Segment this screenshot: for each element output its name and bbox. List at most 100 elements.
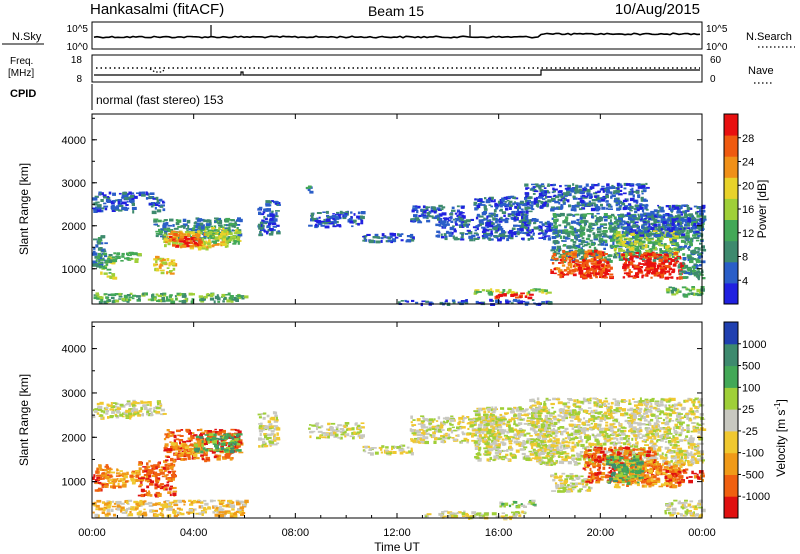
heatmap-cell bbox=[112, 402, 117, 404]
heatmap-cell bbox=[649, 232, 655, 235]
heatmap-cell bbox=[329, 215, 333, 220]
heatmap-cell bbox=[164, 484, 167, 487]
heatmap-cell bbox=[406, 235, 412, 238]
heatmap-cell bbox=[151, 294, 154, 296]
heatmap-cell bbox=[498, 204, 501, 207]
heatmap-cell bbox=[221, 436, 227, 441]
heatmap-cell bbox=[217, 230, 220, 232]
heatmap-cell bbox=[189, 239, 192, 243]
heatmap-cell bbox=[554, 229, 558, 233]
heatmap-cell bbox=[577, 265, 582, 269]
heatmap-cell bbox=[614, 251, 617, 254]
heatmap-cell bbox=[565, 257, 568, 260]
heatmap-cell bbox=[270, 231, 274, 234]
heatmap-cell bbox=[240, 513, 245, 516]
heatmap-cell bbox=[623, 187, 627, 190]
heatmap-cell bbox=[169, 485, 173, 488]
heatmap-cell bbox=[235, 449, 239, 452]
heatmap-cell bbox=[140, 493, 144, 498]
heatmap-cell bbox=[681, 231, 685, 233]
heatmap-cell bbox=[535, 185, 541, 188]
heatmap-region bbox=[550, 249, 609, 279]
heatmap-cell bbox=[130, 409, 133, 413]
heatmap-cell bbox=[678, 248, 683, 251]
heatmap-cell bbox=[440, 233, 443, 236]
heatmap-cell bbox=[506, 238, 510, 242]
heatmap-cell bbox=[581, 207, 586, 210]
heatmap-cell bbox=[275, 212, 278, 216]
heatmap-cell bbox=[656, 274, 660, 277]
heatmap-cell bbox=[145, 197, 148, 200]
heatmap-cell bbox=[172, 244, 176, 247]
heatmap-cell bbox=[98, 487, 102, 492]
heatmap-cell bbox=[545, 235, 551, 237]
colorbar-swatch bbox=[724, 135, 738, 157]
heatmap-cell bbox=[593, 234, 597, 239]
heatmap-cell bbox=[692, 292, 696, 296]
heatmap-cell bbox=[218, 506, 222, 508]
heatmap-cell bbox=[525, 208, 528, 211]
heatmap-cell bbox=[187, 225, 190, 229]
heatmap-cell bbox=[491, 197, 494, 200]
heatmap-cell bbox=[572, 273, 577, 277]
heatmap-cell bbox=[673, 287, 677, 292]
heatmap-cell bbox=[603, 227, 608, 229]
heatmap-cell bbox=[162, 258, 166, 262]
heatmap-cell bbox=[236, 230, 242, 235]
heatmap-cell bbox=[657, 204, 660, 207]
heatmap-cell bbox=[544, 225, 549, 228]
heatmap-cell bbox=[542, 193, 548, 195]
heatmap-cell bbox=[663, 234, 666, 237]
heatmap-cell bbox=[701, 204, 706, 209]
heatmap-cell bbox=[207, 430, 212, 433]
heatmap-cell bbox=[527, 200, 531, 202]
heatmap-cell bbox=[658, 230, 662, 233]
heatmap-cell bbox=[516, 228, 520, 231]
heatmap-cell bbox=[669, 219, 674, 222]
heatmap-cell bbox=[316, 212, 322, 214]
heatmap-cell bbox=[474, 289, 480, 291]
heatmap-cell bbox=[540, 185, 545, 188]
heatmap-cell bbox=[594, 205, 599, 209]
heatmap-cell bbox=[118, 298, 122, 300]
heatmap-cell bbox=[155, 491, 160, 495]
heatmap-cell bbox=[692, 218, 697, 222]
heatmap-cell bbox=[198, 229, 203, 233]
heatmap-cell bbox=[390, 240, 393, 244]
heatmap-cell bbox=[104, 254, 108, 258]
heatmap-cell bbox=[615, 189, 620, 193]
heatmap-cell bbox=[272, 222, 277, 226]
heatmap-cell bbox=[93, 503, 96, 507]
heatmap-cell bbox=[494, 203, 499, 208]
heatmap-cell bbox=[203, 443, 208, 445]
heatmap-cell bbox=[224, 236, 227, 240]
heatmap-cell bbox=[690, 237, 694, 241]
heatmap-cell bbox=[106, 467, 109, 470]
heatmap-cell bbox=[684, 210, 690, 212]
heatmap-cell bbox=[652, 265, 656, 268]
heatmap-cell bbox=[633, 255, 638, 258]
heatmap-cell bbox=[629, 209, 633, 212]
heatmap-cell bbox=[621, 220, 626, 223]
heatmap-cell bbox=[660, 228, 663, 231]
heatmap-cell bbox=[411, 236, 415, 240]
heatmap-cell bbox=[220, 434, 226, 437]
heatmap-cell bbox=[646, 212, 652, 216]
heatmap-cell bbox=[621, 254, 626, 257]
heatmap-cell bbox=[656, 210, 660, 214]
heatmap-cell bbox=[188, 228, 194, 231]
heatmap-cell bbox=[487, 197, 493, 201]
heatmap-cell bbox=[220, 233, 223, 236]
heatmap-cell bbox=[237, 294, 242, 297]
heatmap-cell bbox=[697, 257, 701, 260]
heatmap-cell bbox=[109, 415, 114, 419]
heatmap-cell bbox=[173, 227, 179, 230]
heatmap-cell bbox=[640, 213, 645, 217]
heatmap-cell bbox=[576, 202, 580, 206]
heatmap-cell bbox=[597, 243, 602, 246]
heatmap-cell bbox=[96, 263, 100, 267]
heatmap-cell bbox=[452, 235, 455, 239]
heatmap-cell bbox=[410, 220, 415, 223]
heatmap-cell bbox=[638, 232, 641, 235]
heatmap-cell bbox=[572, 220, 576, 224]
